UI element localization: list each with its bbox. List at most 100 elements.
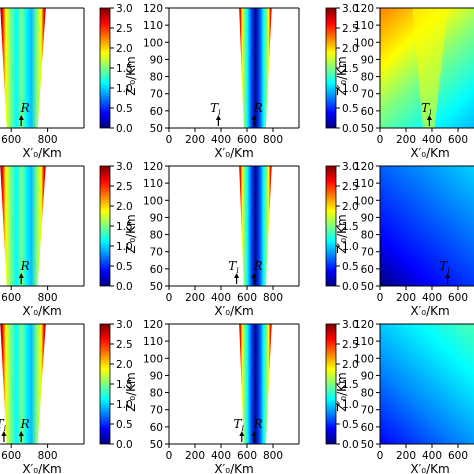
beam-field [239,324,272,444]
wide-field-band [412,8,448,128]
colorbar-tick-label: 2.0 [342,359,359,371]
marker-label: Ti [234,417,245,433]
marker-arrowhead [426,115,432,120]
colorbar-tick-label: 2.0 [116,201,133,213]
y-tick-label: 110 [143,178,163,190]
x-tick-label: 0 [166,134,173,146]
marker-label: Ti [210,101,221,117]
x-axis-label: X′₀/Km [410,304,449,318]
x-tick-label: 400 [211,292,231,304]
marker-label: R [253,417,263,431]
x-tick-label: 200 [396,450,416,462]
colorbar-tick-label: 0.5 [342,419,359,431]
y-tick-label: 60 [361,264,374,276]
x-tick-label: 800 [263,292,283,304]
x-tick-label: 0 [166,292,173,304]
marker-arrowhead [251,431,257,436]
colorbar-tick-label: 1.5 [342,63,359,75]
y-tick-label: 80 [361,72,374,84]
y-tick-label: 120 [354,3,374,15]
marker-arrowhead [251,273,257,278]
marker-label: Ti [421,101,432,117]
y-axis-label: Z′₀/Km [124,56,138,95]
colorbar-tick-label: 3.0 [116,3,133,15]
x-tick-label: 0 [377,450,384,462]
colorbar-tick-label: 0.0 [116,439,133,451]
plot-area [380,8,474,128]
colorbar-tick-label: 1.0 [116,241,133,253]
wide-field [380,324,474,444]
plot-area [0,166,46,286]
colorbar-tick-label: 0.0 [342,439,359,451]
colorbar-tick-label: 2.5 [342,181,359,193]
colorbar-tick-label: 0.0 [342,123,359,135]
x-tick-label: 400 [422,134,442,146]
panel-r2c3: 0 200 400 600 50 60 70 80 90 100 110 120 Z′₀/Km X′₀/K… [335,161,474,318]
marker-label: Ti [439,259,450,275]
x-axis-label: X′₀/Km [410,462,449,474]
axes-frame [0,323,85,445]
x-axis-label: X′₀/Km [214,304,253,318]
colorbar-tick-label: 0.0 [342,281,359,293]
x-tick-label: 600 [448,292,468,304]
y-tick-label: 50 [150,439,163,451]
y-tick-label: 100 [354,195,374,207]
colorbar-tick-label: 1.5 [342,379,359,391]
y-tick-label: 110 [354,20,374,32]
marker-label: R [253,259,263,273]
plot-area [239,8,272,128]
colorbar-tick-label: 0.0 [116,281,133,293]
x-tick-label: 800 [263,134,283,146]
wide-field [380,166,474,286]
x-tick-label: 400 [422,292,442,304]
y-tick-label: 100 [354,37,374,49]
marker-arrowhead [251,115,257,120]
x-tick-label: 600 [237,292,257,304]
x-tick-label: 400 [211,134,231,146]
y-tick-label: 50 [361,439,374,451]
marker-arrowhead [18,273,24,278]
y-tick-label: 50 [361,281,374,293]
colorbar-tick-label: 2.0 [116,359,133,371]
x-tick-label: 600 [237,450,257,462]
x-tick-label: 600 [237,134,257,146]
y-tick-label: 50 [361,123,374,135]
colorbar-tick-label: 3.0 [342,319,359,331]
x-tick-label: 600 [1,450,21,462]
colorbar [99,323,111,445]
x-tick-label: 800 [38,134,58,146]
y-tick-label: 110 [354,336,374,348]
marker-label: R [20,259,30,273]
marker-arrowhead [18,431,24,436]
y-tick-label: 70 [150,247,163,259]
colorbar-tick-label: 2.0 [342,201,359,213]
colorbar-tick-label: 2.5 [342,23,359,35]
y-tick-label: 100 [143,37,163,49]
marker-arrowhead [445,273,451,278]
y-tick-label: 90 [361,54,374,66]
y-axis-label: Z′₀/Km [335,214,349,253]
colorbar-tick-label: 2.0 [342,43,359,55]
panel-r3c2: 0 200 400 600 800 50 60 70 80 90 100 110 120 Z′₀/Km X′… [124,319,359,474]
plot-area [239,324,272,444]
axes-frame [168,323,300,445]
plot-area [239,166,272,286]
axes-frame [168,7,300,129]
x-axis-label: X′₀/Km [410,146,449,160]
colorbar-tick-label: 2.5 [342,339,359,351]
y-tick-label: 80 [150,72,163,84]
x-tick-label: 600 [1,292,21,304]
colorbar-tick-label: 1.0 [342,83,359,95]
beam-field [0,166,46,286]
x-axis-label: X′₀/Km [22,146,61,160]
y-tick-label: 70 [150,89,163,101]
colorbar-tick-label: 0.5 [116,419,133,431]
x-tick-label: 600 [448,134,468,146]
colorbar-tick-label: 1.0 [342,399,359,411]
marker-arrowhead [1,431,7,436]
colorbar-tick-label: 0.5 [116,103,133,115]
y-tick-label: 90 [150,54,163,66]
x-tick-label: 800 [38,450,58,462]
x-tick-label: 400 [422,450,442,462]
marker-label: Ti [228,259,239,275]
